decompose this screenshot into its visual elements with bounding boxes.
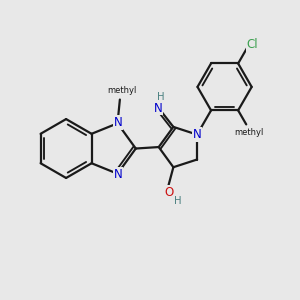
Text: N: N: [114, 168, 122, 181]
Text: N: N: [193, 128, 201, 141]
Text: Cl: Cl: [247, 38, 258, 51]
Text: N: N: [154, 101, 163, 115]
Text: methyl: methyl: [235, 128, 264, 137]
Text: H: H: [158, 92, 165, 102]
Text: methyl: methyl: [107, 86, 137, 95]
Text: H: H: [174, 196, 182, 206]
Text: N: N: [114, 116, 122, 129]
Text: O: O: [165, 186, 174, 199]
